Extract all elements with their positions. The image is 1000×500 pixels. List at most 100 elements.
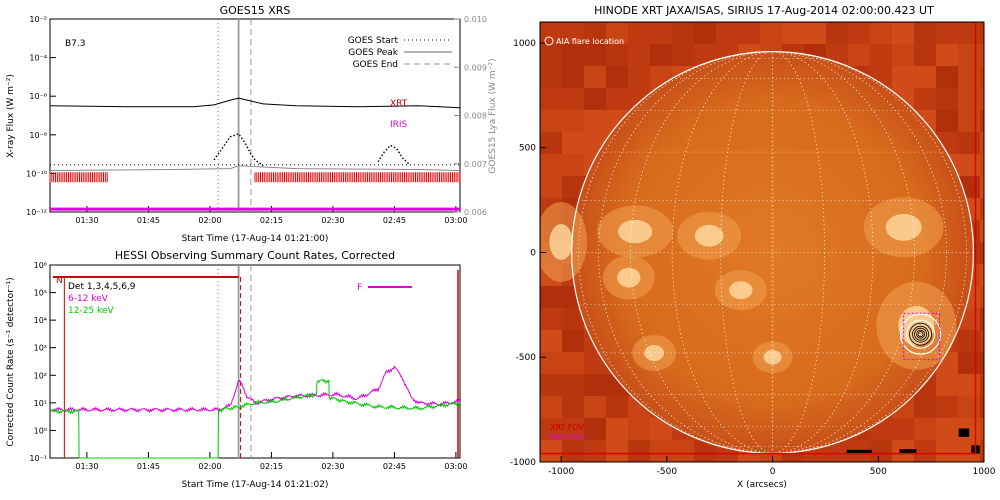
xrt-corona-pixel xyxy=(848,44,870,66)
xrt-corona-pixel xyxy=(606,66,628,88)
hessi-xtick-label: 01:45 xyxy=(137,462,160,471)
xrt-corona-pixel xyxy=(540,88,562,110)
xrt-corona-pixel xyxy=(672,22,694,44)
xrt-corona-pixel xyxy=(540,418,562,440)
xrt-ytick-label: -500 xyxy=(516,353,537,363)
goes-plot-frame xyxy=(49,18,461,213)
hessi-flag-f: F xyxy=(357,283,362,293)
xrt-corona-pixel xyxy=(980,198,984,220)
goes-xtick-label: 02:45 xyxy=(383,216,406,225)
xrt-corona-pixel xyxy=(584,66,606,88)
goes-ylabel: X-ray Flux (W m⁻²) xyxy=(6,74,16,158)
heliographic-meridian xyxy=(598,51,947,454)
xrt-corona-pixel xyxy=(584,418,606,440)
xrt-corona-pixel xyxy=(958,396,980,418)
xrt-corona-pixel xyxy=(562,396,584,418)
xrt-xlabel: X (arcsecs) xyxy=(737,480,787,490)
hessi-xtick-label: 02:45 xyxy=(383,462,406,471)
xrt-corona-pixel xyxy=(584,352,606,374)
xrt-corona-pixel xyxy=(870,44,892,66)
xrt-corona-pixel xyxy=(650,44,672,66)
xrt-corona-pixel xyxy=(540,286,562,308)
xrt-corona-pixel xyxy=(606,88,628,110)
xrt-corona-pixel xyxy=(804,22,826,44)
xrt-corona-pixel xyxy=(958,66,980,88)
xrt-corona-pixel xyxy=(694,440,716,462)
xrt-corona-pixel xyxy=(980,330,984,352)
goes-series-lya xyxy=(49,165,461,171)
xrt-corona-pixel xyxy=(980,308,984,330)
xrt-corona-pixel xyxy=(628,22,650,44)
hessi-xtick-label: 01:30 xyxy=(75,462,98,471)
xrt-corona-pixel xyxy=(914,396,936,418)
bright-core xyxy=(885,213,922,241)
xrt-corona-pixel xyxy=(606,396,628,418)
xrt-corona-pixel xyxy=(584,440,606,462)
goes-title: GOES15 XRS xyxy=(220,4,291,17)
xrt-corona-pixel xyxy=(914,440,936,462)
bright-core xyxy=(898,306,935,346)
xrt-corona-pixel xyxy=(694,22,716,44)
xrt-corona-pixel xyxy=(980,176,984,198)
xrt-corona-pixel xyxy=(958,352,980,374)
xrt-corona-pixel xyxy=(958,44,980,66)
xrt-corona-pixel xyxy=(980,220,984,242)
xrt-corona-pixel xyxy=(826,22,848,44)
xrt-corona-pixel xyxy=(628,44,650,66)
xrt-corona-pixel xyxy=(936,110,958,132)
heliographic-meridian xyxy=(630,51,915,454)
xrt-xtick-label: 1000 xyxy=(973,467,996,477)
xrt-xtick-label: 0 xyxy=(770,467,776,477)
hessi-ytick-label: 10⁶ xyxy=(34,261,47,270)
xrt-corona-pixel xyxy=(958,330,980,352)
goes-xtick-label: 01:45 xyxy=(137,216,160,225)
iris-fov-label: IRIS FOV xyxy=(550,433,585,442)
xrt-corona-pixel xyxy=(562,330,584,352)
xrt-corona-pixel xyxy=(980,154,984,176)
xrt-solar-image xyxy=(540,22,984,462)
xrt-corona-pixel xyxy=(958,88,980,110)
xrt-corona-pixel xyxy=(738,22,760,44)
xrt-corona-pixel xyxy=(540,176,562,198)
hessi-series-6-12kev xyxy=(49,365,461,414)
xrt-corona-pixel xyxy=(540,132,562,154)
hessi-xlabel: Start Time (17-Aug-14 01:21:02) xyxy=(182,480,329,490)
xrt-corona-pixel xyxy=(980,132,984,154)
xrt-corona-pixel xyxy=(782,22,804,44)
xrt-corona-pixel xyxy=(980,66,984,88)
goes-panel: GOES15 XRS 10⁻¹² 10⁻¹⁰ 10⁻⁸ 10⁻⁶ 10⁻⁴ 10⁻² 0.0… xyxy=(6,4,498,244)
xrt-corona-pixel xyxy=(980,22,984,44)
xrt-corona-pixel xyxy=(936,440,958,462)
hessi-title: HESSI Observing Summary Count Rates, Cor… xyxy=(115,249,395,262)
xrt-xtick-label: -500 xyxy=(657,467,678,477)
flare-contour xyxy=(905,319,936,349)
bright-core xyxy=(729,281,753,300)
hessi-ylabel: Corrected Count Rate (s⁻¹ detector⁻¹) xyxy=(6,277,16,446)
xrt-corona-pixel xyxy=(540,330,562,352)
goes-right-tick-label: 0.006 xyxy=(464,208,487,217)
flare-contour xyxy=(909,322,932,346)
xrt-corona-pixel xyxy=(936,44,958,66)
xrt-corona-pixel xyxy=(980,396,984,418)
xrt-corona-pixel xyxy=(936,66,958,88)
detector-artifact xyxy=(899,449,917,454)
xrt-corona-pixel xyxy=(606,22,628,44)
xrt-corona-pixel xyxy=(628,440,650,462)
xrt-corona-pixel xyxy=(980,242,984,264)
flare-contour xyxy=(912,325,929,343)
xrt-corona-pixel xyxy=(716,22,738,44)
xrt-corona-pixel xyxy=(584,110,606,132)
xrt-corona-pixel xyxy=(980,440,984,462)
xrt-corona-pixel xyxy=(540,396,562,418)
goes-right-tick-label: 0.009 xyxy=(464,63,487,72)
bright-core xyxy=(549,224,573,260)
xrt-corona-pixel xyxy=(562,88,584,110)
xrt-label: XRT xyxy=(390,99,408,109)
hessi-panel: HESSI Observing Summary Count Rates, Cor… xyxy=(6,249,467,490)
legend-6-12kev: 6-12 keV xyxy=(68,294,109,304)
xrt-corona-pixel xyxy=(870,440,892,462)
legend-goes-peak: GOES Peak xyxy=(348,48,398,58)
hessi-ytick-label: 10¹ xyxy=(34,399,47,408)
xrt-corona-pixel xyxy=(914,44,936,66)
